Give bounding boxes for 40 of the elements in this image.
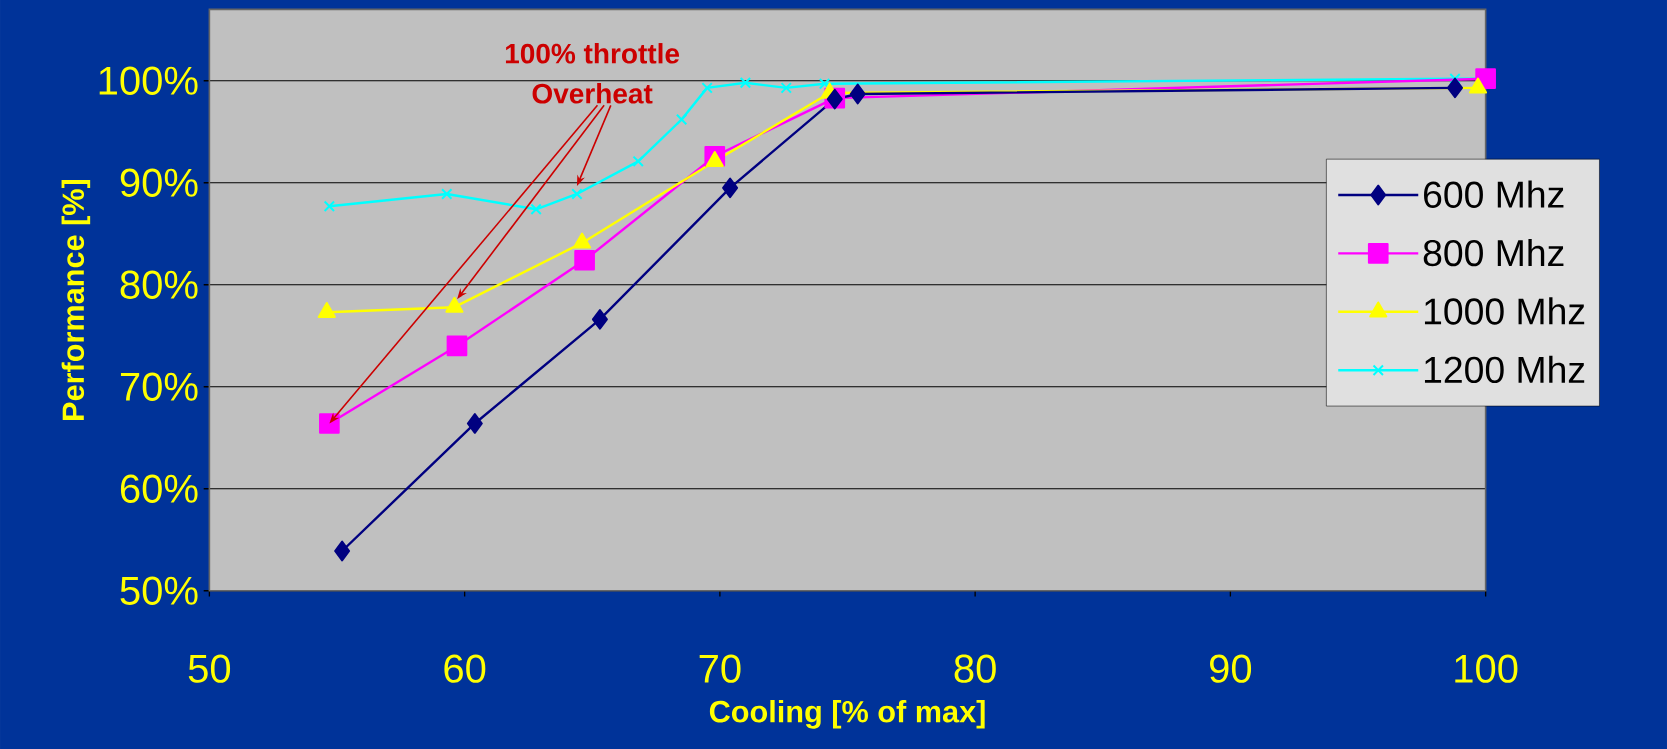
y-tick-label: 70% (120, 372, 198, 401)
legend-label: 1200 Mhz (1424, 355, 1585, 384)
x-tick-label: 50 (188, 654, 231, 683)
point (739, 77, 752, 89)
point (722, 177, 739, 199)
x-tick-label: 90 (1210, 654, 1252, 683)
point (319, 413, 340, 434)
legend-label: 600 Mhz (1424, 180, 1564, 208)
point (446, 335, 468, 357)
point (591, 309, 608, 330)
point (574, 249, 595, 271)
y-tick-label: 60% (120, 474, 198, 503)
point (701, 82, 713, 94)
legend-label: 800 Mhz (1423, 238, 1564, 267)
point (571, 188, 583, 200)
x-tick-label: 60 (444, 654, 486, 683)
legend-label: 1000 Mhz (1424, 297, 1585, 325)
y-tick-label: 100% (99, 66, 198, 95)
x-axis-title: Cooling [% of max] (709, 699, 985, 729)
point (530, 203, 542, 215)
x-tick-label: 70 (699, 654, 741, 683)
point (849, 83, 866, 105)
point (632, 155, 644, 167)
point (323, 200, 336, 212)
y-tick-label: 90% (120, 168, 198, 197)
point (1449, 72, 1461, 85)
x-tick-label: 80 (954, 654, 996, 683)
annotation: 100% throttle (505, 42, 680, 64)
point (818, 78, 831, 90)
y-tick-label: 50% (120, 576, 198, 605)
point (1447, 77, 1463, 99)
point (780, 82, 792, 94)
annotation: Overheat (532, 83, 653, 104)
y-tick-label: 80% (120, 270, 198, 299)
point (675, 113, 688, 126)
point (334, 540, 351, 562)
x-tick-label: 100 (1455, 654, 1518, 683)
point (441, 188, 453, 200)
point (466, 413, 483, 434)
y-axis-title: Performance [%] (61, 179, 91, 420)
